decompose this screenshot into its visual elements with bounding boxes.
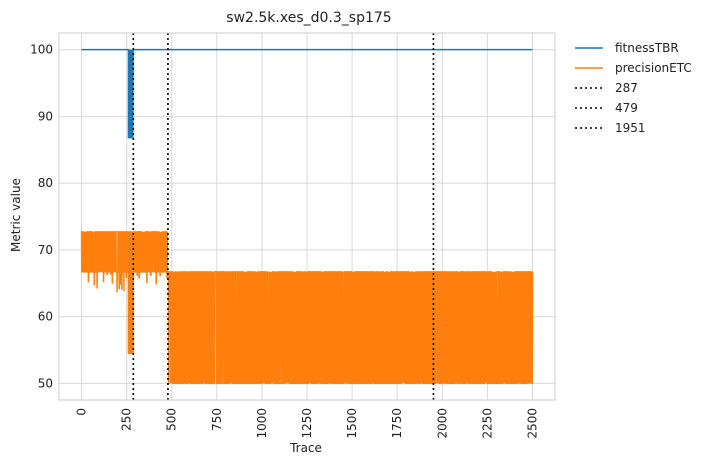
- legend-label: 479: [615, 101, 638, 115]
- y-tick-label: 90: [38, 109, 53, 123]
- x-tick-label: 1250: [300, 408, 314, 439]
- x-tick-label: 500: [165, 408, 179, 431]
- x-tick-label: 0: [75, 408, 89, 416]
- plot-area: [80, 33, 534, 400]
- x-tick-label: 2500: [525, 408, 539, 439]
- y-tick-label: 70: [38, 243, 53, 257]
- x-tick-label: 1500: [345, 408, 359, 439]
- x-tick-label: 750: [210, 408, 224, 431]
- x-tick-label: 250: [120, 408, 134, 431]
- chart-title: sw2.5k.xes_d0.3_sp175: [226, 10, 391, 26]
- y-tick-label: 60: [38, 310, 53, 324]
- legend-label: precisionETC: [615, 61, 692, 75]
- legend-label: 287: [615, 81, 638, 95]
- plot-frame: [58, 32, 556, 401]
- legend-label: fitnessTBR: [615, 41, 679, 55]
- x-tick-label: 2000: [435, 408, 449, 439]
- y-axis-ticks: 50 60 70 80 90 100: [30, 43, 53, 391]
- x-tick-label: 2250: [480, 408, 494, 439]
- x-axis-ticks: 0 250 500 750 1000 1250 1500 1750 2000 2250 2500: [75, 408, 540, 439]
- series-precisionETC: [80, 231, 534, 385]
- x-tick-label: 1000: [255, 408, 269, 439]
- y-tick-label: 50: [38, 376, 53, 390]
- x-axis-label: Trace: [289, 441, 322, 455]
- x-tick-label: 1750: [390, 408, 404, 439]
- y-axis-label: Metric value: [9, 178, 23, 252]
- y-tick-label: 100: [30, 43, 53, 57]
- y-tick-label: 80: [38, 176, 53, 190]
- legend-label: 1951: [615, 121, 646, 135]
- legend: fitnessTBR precisionETC 287 479 1951: [575, 41, 692, 135]
